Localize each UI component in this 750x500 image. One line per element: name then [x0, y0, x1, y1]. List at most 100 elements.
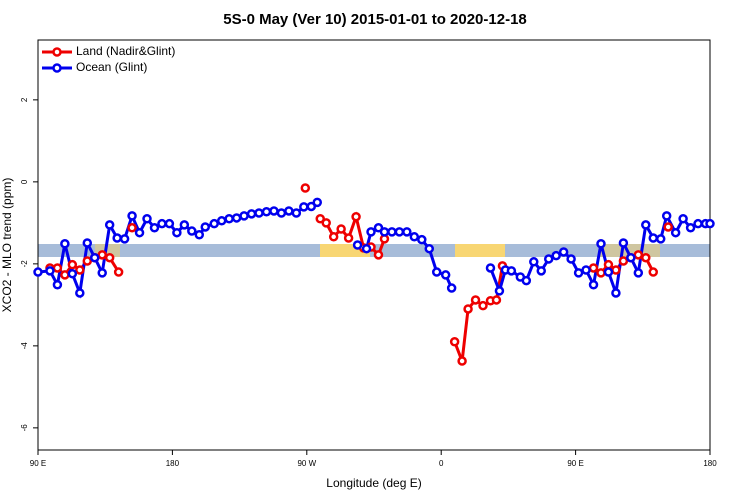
point [351, 211, 361, 222]
point [336, 224, 346, 234]
point [394, 227, 405, 237]
point [306, 201, 317, 212]
point [172, 227, 182, 238]
point [254, 208, 264, 218]
point [457, 356, 467, 366]
x-tick-label: 0 [439, 459, 444, 468]
point [648, 267, 659, 277]
point [119, 234, 130, 244]
point [276, 208, 287, 218]
point [491, 295, 502, 305]
point [209, 218, 219, 229]
point [663, 222, 673, 232]
point [299, 202, 309, 212]
point [705, 218, 715, 229]
point [113, 267, 124, 277]
point [321, 218, 331, 228]
point [611, 288, 621, 298]
point [104, 220, 115, 230]
point [75, 265, 85, 275]
point [494, 286, 505, 296]
point [261, 207, 272, 217]
y-tick-label: 0 [20, 179, 29, 184]
point [506, 266, 517, 276]
point [89, 252, 100, 263]
point [112, 233, 122, 243]
point [67, 259, 78, 270]
legend-marker [52, 47, 62, 57]
legend-label: Land (Nadir&Glint) [76, 44, 175, 58]
point [127, 223, 137, 233]
point [149, 223, 160, 233]
point [387, 227, 397, 237]
point [200, 222, 211, 232]
point [224, 214, 234, 224]
point [82, 256, 93, 266]
point [463, 304, 473, 314]
point [52, 263, 63, 273]
point [655, 234, 666, 244]
point [291, 208, 302, 218]
point [82, 238, 93, 248]
point [536, 266, 547, 276]
point [449, 337, 460, 347]
point [581, 265, 591, 275]
point [618, 256, 629, 266]
point [373, 250, 384, 260]
point [127, 211, 137, 221]
point [633, 268, 644, 278]
point [417, 234, 427, 245]
point [596, 239, 606, 249]
point [33, 267, 43, 277]
point [551, 250, 561, 261]
point [361, 243, 372, 254]
point [52, 280, 63, 290]
point [478, 300, 488, 311]
point [312, 197, 323, 208]
point [373, 223, 384, 233]
point [685, 223, 696, 233]
x-tick-label: 90 W [297, 459, 316, 468]
point [633, 250, 644, 260]
point [446, 283, 457, 293]
point [470, 295, 481, 305]
point [573, 268, 584, 278]
x-axis-label: Longitude (deg E) [326, 476, 421, 490]
land-band [455, 244, 505, 257]
point [315, 214, 325, 224]
point [596, 268, 606, 278]
y-tick-label: -6 [20, 424, 29, 432]
point [104, 252, 115, 263]
point [641, 252, 651, 263]
point [142, 214, 152, 224]
point [75, 288, 85, 298]
x-tick-label: 90 E [30, 459, 46, 468]
point [431, 267, 442, 277]
point [529, 257, 539, 267]
point [603, 267, 614, 277]
point [328, 232, 339, 242]
point [45, 266, 55, 276]
point [626, 252, 636, 263]
point [543, 254, 554, 264]
point [648, 233, 659, 243]
point [179, 220, 190, 230]
y-tick-label: 2 [20, 97, 29, 102]
point [588, 280, 599, 290]
point [661, 211, 672, 221]
y-tick-label: -2 [20, 260, 29, 268]
x-tick-label: 180 [166, 459, 180, 468]
point [246, 209, 257, 219]
point [97, 250, 107, 260]
x-tick-label: 180 [703, 459, 717, 468]
point [97, 268, 107, 278]
point [60, 239, 70, 249]
point [402, 227, 412, 237]
point [611, 265, 621, 275]
point [440, 270, 451, 280]
point [300, 183, 311, 193]
point [231, 213, 242, 223]
point [194, 230, 205, 240]
point [485, 263, 496, 273]
